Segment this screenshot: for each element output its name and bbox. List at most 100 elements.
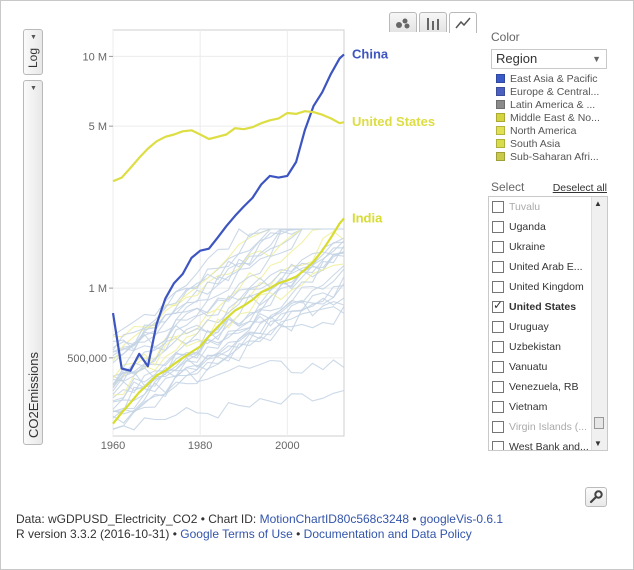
deselect-all-link[interactable]: Deselect all xyxy=(552,182,607,194)
checkbox[interactable] xyxy=(492,298,504,313)
settings-button[interactable] xyxy=(585,487,607,507)
series-label: India xyxy=(352,210,383,225)
background-series-line xyxy=(112,228,344,396)
variable-caret-icon: ▼ xyxy=(30,85,37,92)
y-tick-label: 500,000 xyxy=(67,353,107,365)
chart-type-tabs xyxy=(389,12,477,33)
list-item[interactable]: Vanuatu xyxy=(489,357,607,377)
list-item[interactable]: Ukraine xyxy=(489,237,607,257)
background-series-line xyxy=(112,241,345,402)
list-item[interactable]: Vietnam xyxy=(489,397,607,417)
y-tick-label: 10 M xyxy=(83,51,107,63)
legend-label: Middle East & No... xyxy=(510,111,600,124)
series-label: China xyxy=(352,46,389,61)
legend-swatch xyxy=(496,100,505,109)
bubble-chart-tab[interactable] xyxy=(389,12,417,32)
checkbox[interactable] xyxy=(492,241,504,253)
background-series-line xyxy=(112,268,345,413)
color-title: Color xyxy=(491,30,520,44)
background-series-line xyxy=(112,297,345,424)
x-tick-label: 1960 xyxy=(101,440,125,452)
checkbox[interactable] xyxy=(492,421,504,433)
series-line-united-states[interactable] xyxy=(112,110,345,183)
list-item-label: United Arab E... xyxy=(509,261,583,273)
terms-link[interactable]: Google Terms of Use xyxy=(180,527,293,541)
background-series-line xyxy=(112,245,345,430)
legend-item[interactable]: Middle East & No... xyxy=(491,111,621,124)
checkbox[interactable] xyxy=(492,201,504,213)
checkbox[interactable] xyxy=(492,381,504,393)
scroll-thumb[interactable] xyxy=(594,417,604,429)
list-item[interactable]: Uruguay xyxy=(489,317,607,337)
legend-label: North America xyxy=(510,124,577,137)
legend-label: Latin America & ... xyxy=(510,98,596,111)
background-series-line xyxy=(112,240,345,382)
legend-label: South Asia xyxy=(510,137,561,150)
footer: Data: wGDPUSD_Electricity_CO2 • Chart ID… xyxy=(16,512,503,542)
checkbox[interactable] xyxy=(492,221,504,233)
legend-label: Sub-Saharan Afri... xyxy=(510,150,599,163)
list-item-label: West Bank and... xyxy=(509,441,589,451)
legend-swatch xyxy=(496,74,505,83)
legend-swatch xyxy=(496,152,505,161)
list-item[interactable]: Virgin Islands (... xyxy=(489,417,607,437)
scroll-up-icon[interactable]: ▲ xyxy=(594,199,602,208)
list-item[interactable]: Venezuela, RB xyxy=(489,377,607,397)
list-item[interactable]: United Kingdom xyxy=(489,277,607,297)
scroll-down-icon[interactable]: ▼ xyxy=(594,439,602,448)
list-item[interactable]: United States xyxy=(489,297,607,317)
list-item-label: Vanuatu xyxy=(509,361,548,373)
checkbox[interactable] xyxy=(492,361,504,373)
line-chart-tab[interactable] xyxy=(449,12,477,33)
googlevis-version-link[interactable]: googleVis-0.6.1 xyxy=(419,512,504,526)
legend-swatch xyxy=(496,87,505,96)
x-tick-label: 2000 xyxy=(275,440,299,452)
color-legend: East Asia & Pacific Europe & Central... La… xyxy=(491,72,621,163)
background-series-line xyxy=(112,251,345,410)
bar-chart-tab[interactable] xyxy=(419,12,447,32)
checkbox[interactable] xyxy=(492,441,504,450)
legend-item[interactable]: Sub-Saharan Afri... xyxy=(491,150,621,163)
list-item[interactable]: Tuvalu xyxy=(489,197,607,217)
checkbox[interactable] xyxy=(492,261,504,273)
legend-label: Europe & Central... xyxy=(510,85,600,98)
legend-item[interactable]: East Asia & Pacific xyxy=(491,72,621,85)
list-scrollbar[interactable]: ▲ ▼ xyxy=(591,197,607,450)
list-item-label: Uzbekistan xyxy=(509,341,561,353)
legend-item[interactable]: Latin America & ... xyxy=(491,98,621,111)
legend-item[interactable]: North America xyxy=(491,124,621,137)
wrench-icon xyxy=(589,490,603,504)
line-chart-icon xyxy=(455,17,471,29)
list-item[interactable]: West Bank and... xyxy=(489,437,607,451)
entity-list: Tuvalu Uganda Ukraine United Arab E... Unite… xyxy=(488,196,608,451)
y-scale-selector[interactable]: ▼ Log xyxy=(23,29,43,75)
list-item-label: Venezuela, RB xyxy=(509,381,579,393)
background-series-line xyxy=(112,359,345,383)
color-dropdown[interactable]: Region ▼ xyxy=(491,49,607,69)
color-dropdown-value: Region xyxy=(496,51,538,66)
list-item[interactable]: United Arab E... xyxy=(489,257,607,277)
list-item-label: United States xyxy=(509,301,577,313)
checkbox[interactable] xyxy=(492,341,504,353)
bar-chart-icon xyxy=(427,17,439,30)
list-item-label: United Kingdom xyxy=(509,281,584,293)
legend-swatch xyxy=(496,113,505,122)
footer-line-1: Data: wGDPUSD_Electricity_CO2 • Chart ID… xyxy=(16,512,503,527)
series-line-china[interactable] xyxy=(111,53,345,372)
series-line-india[interactable] xyxy=(112,217,345,425)
docs-policy-link[interactable]: Documentation and Data Policy xyxy=(303,527,472,541)
y-variable-selector[interactable]: ▼ CO2Emissions xyxy=(23,80,43,445)
list-item[interactable]: Uzbekistan xyxy=(489,337,607,357)
legend-item[interactable]: South Asia xyxy=(491,137,621,150)
footer-line-2: R version 3.3.2 (2016-10-31) • Google Te… xyxy=(16,527,503,542)
footer-sep-2: • xyxy=(292,527,304,541)
checkbox[interactable] xyxy=(492,401,504,413)
dropdown-arrow-icon: ▼ xyxy=(592,54,601,64)
checkbox[interactable] xyxy=(492,281,504,293)
series-label: United States xyxy=(352,114,435,129)
chart-id-link[interactable]: MotionChartID80c568c3248 xyxy=(259,512,410,526)
checkbox[interactable] xyxy=(492,321,504,333)
select-header: Select Deselect all xyxy=(491,180,607,194)
legend-item[interactable]: Europe & Central... xyxy=(491,85,621,98)
list-item[interactable]: Uganda xyxy=(489,217,607,237)
